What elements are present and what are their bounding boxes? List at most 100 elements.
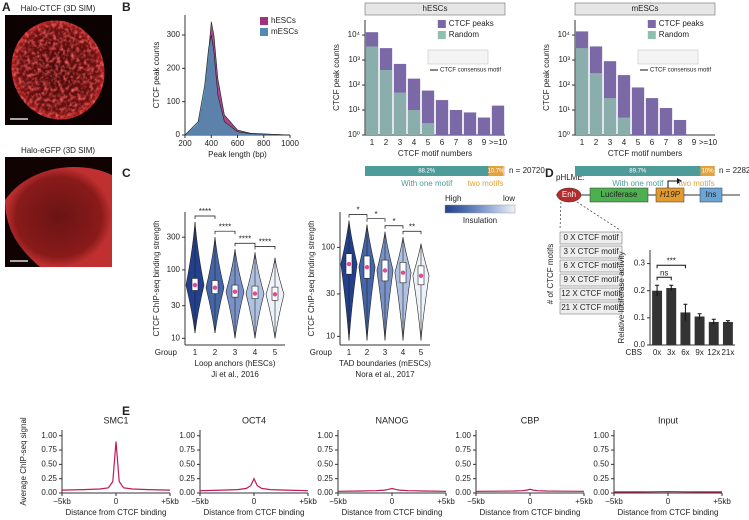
motif-row — [559, 245, 623, 259]
significance-label: ns — [660, 268, 668, 277]
legend-swatch — [437, 20, 446, 28]
y-tick-label: 0.00 — [179, 488, 195, 497]
panel-label: C — [122, 166, 131, 180]
bar — [631, 87, 645, 135]
segment-label: 89.7% — [629, 169, 647, 175]
annotation: CTCF consensus motif — [440, 68, 501, 74]
median — [272, 292, 278, 297]
x-tick-label: >=10 — [699, 138, 718, 147]
segment — [488, 166, 504, 176]
significance-label: **** — [199, 207, 211, 216]
motif-logo — [427, 49, 489, 65]
motif-label: 0 X CTCF motif — [563, 233, 619, 242]
profile-line — [199, 477, 309, 492]
x-tick-label: 0x — [653, 348, 661, 357]
error-bar — [697, 313, 702, 320]
x-axis-label: TAD boundaries (mESCs) — [339, 359, 431, 368]
legend-gradient — [444, 204, 516, 214]
construct-part: H19P — [660, 190, 681, 199]
x-tick-label: −5kb — [467, 497, 485, 506]
construct-part: Enh — [562, 190, 576, 199]
segment — [365, 166, 489, 176]
x-tick-label: 5 — [273, 348, 278, 357]
segment — [700, 166, 715, 176]
bar — [617, 117, 631, 135]
x-tick-label: 0 — [528, 497, 533, 506]
x-tick-label: 1 — [193, 348, 198, 357]
chart-title: OCT4 — [242, 415, 266, 425]
facet-title: hESCs — [423, 4, 448, 13]
bar — [449, 110, 463, 135]
x-tick-label: 600 — [231, 139, 245, 148]
y-tick-label: 0.75 — [41, 445, 57, 454]
x-tick-label: +5kb — [437, 497, 455, 506]
y-axis-label: CTCF ChIP-seq binding strength — [152, 220, 161, 336]
x-tick-label: 1000 — [281, 139, 299, 148]
x-tick-label: 2 — [365, 348, 370, 357]
y-tick-label: 0.50 — [593, 459, 609, 468]
x-tick-label: 6 — [440, 138, 445, 147]
bar — [659, 108, 673, 135]
y-axis-label: Relative luciferase activity — [617, 251, 626, 343]
microscopy-image — [5, 157, 112, 267]
segment-caption: With one motif — [401, 179, 453, 188]
median — [382, 268, 388, 273]
error-bar — [725, 320, 730, 324]
median — [192, 282, 198, 288]
y-tick-label: 10⁴ — [348, 30, 361, 39]
legend-label: low — [503, 194, 515, 203]
significance-label: * — [374, 210, 377, 219]
y-tick-label: 0.00 — [455, 488, 471, 497]
x-axis-label: Peak length (bp) — [208, 150, 267, 159]
image-caption: Halo-eGFP (3D SIM) — [21, 146, 95, 155]
error-bar — [711, 318, 716, 325]
x-tick-label: 3 — [383, 348, 388, 357]
x-tick-label: 0 — [252, 497, 257, 506]
motif-label: 6 X CTCF motif — [563, 261, 619, 270]
y-tick-label: 10⁴ — [558, 30, 571, 39]
y-tick-label: 200 — [167, 63, 181, 72]
y-tick-label: 1.00 — [41, 431, 57, 440]
y-tick-label: 0.50 — [179, 459, 195, 468]
profile-line — [337, 487, 447, 492]
median — [346, 261, 352, 267]
significance-label: * — [356, 206, 359, 215]
x-tick-label: 2 — [594, 138, 599, 147]
y-tick-label: 10 — [171, 333, 180, 342]
significance-label: * — [392, 217, 395, 226]
bar — [365, 46, 379, 135]
y-axis-label: Average ChIP-seq signal — [19, 417, 28, 506]
chart-title: SMC1 — [103, 415, 128, 425]
error-bar — [683, 303, 688, 321]
y-tick-label: 0.25 — [593, 474, 609, 483]
segment-label: 10% — [702, 169, 715, 175]
panel-label: D — [545, 166, 554, 180]
y-tick-label: 0.00 — [593, 488, 609, 497]
y-tick-label: 100 — [322, 243, 336, 252]
y-tick-label: 10¹ — [348, 105, 360, 114]
legend-title: Insulation — [463, 216, 497, 225]
x-tick-label: 5 — [419, 348, 424, 357]
x-tick-label: −5kb — [329, 497, 347, 506]
chart-title: NANOG — [375, 415, 408, 425]
y-tick-label: 10² — [348, 80, 360, 89]
x-tick-label: 21x — [721, 348, 734, 357]
x-tick-label: 0 — [114, 497, 119, 506]
y-tick-label: 0.50 — [455, 459, 471, 468]
legend-swatch — [647, 20, 656, 28]
y-tick-label: 10³ — [348, 55, 360, 64]
group-label: Group — [155, 348, 178, 357]
x-tick-label: 1 — [370, 138, 375, 147]
significance-bracket — [254, 246, 276, 250]
y-tick-label: 30 — [326, 289, 335, 298]
significance-bracket — [402, 230, 422, 235]
x-tick-label: 7 — [664, 138, 669, 147]
median — [252, 291, 258, 296]
sample-size: n = 22825 — [719, 166, 749, 175]
y-tick-label: 0.1 — [634, 313, 646, 322]
y-tick-label: 0.25 — [455, 474, 471, 483]
x-axis-label: CTCF motif numbers — [608, 149, 682, 158]
x-tick-label: 4 — [401, 348, 406, 357]
y-axis-label: CTCF peak counts — [152, 42, 161, 109]
